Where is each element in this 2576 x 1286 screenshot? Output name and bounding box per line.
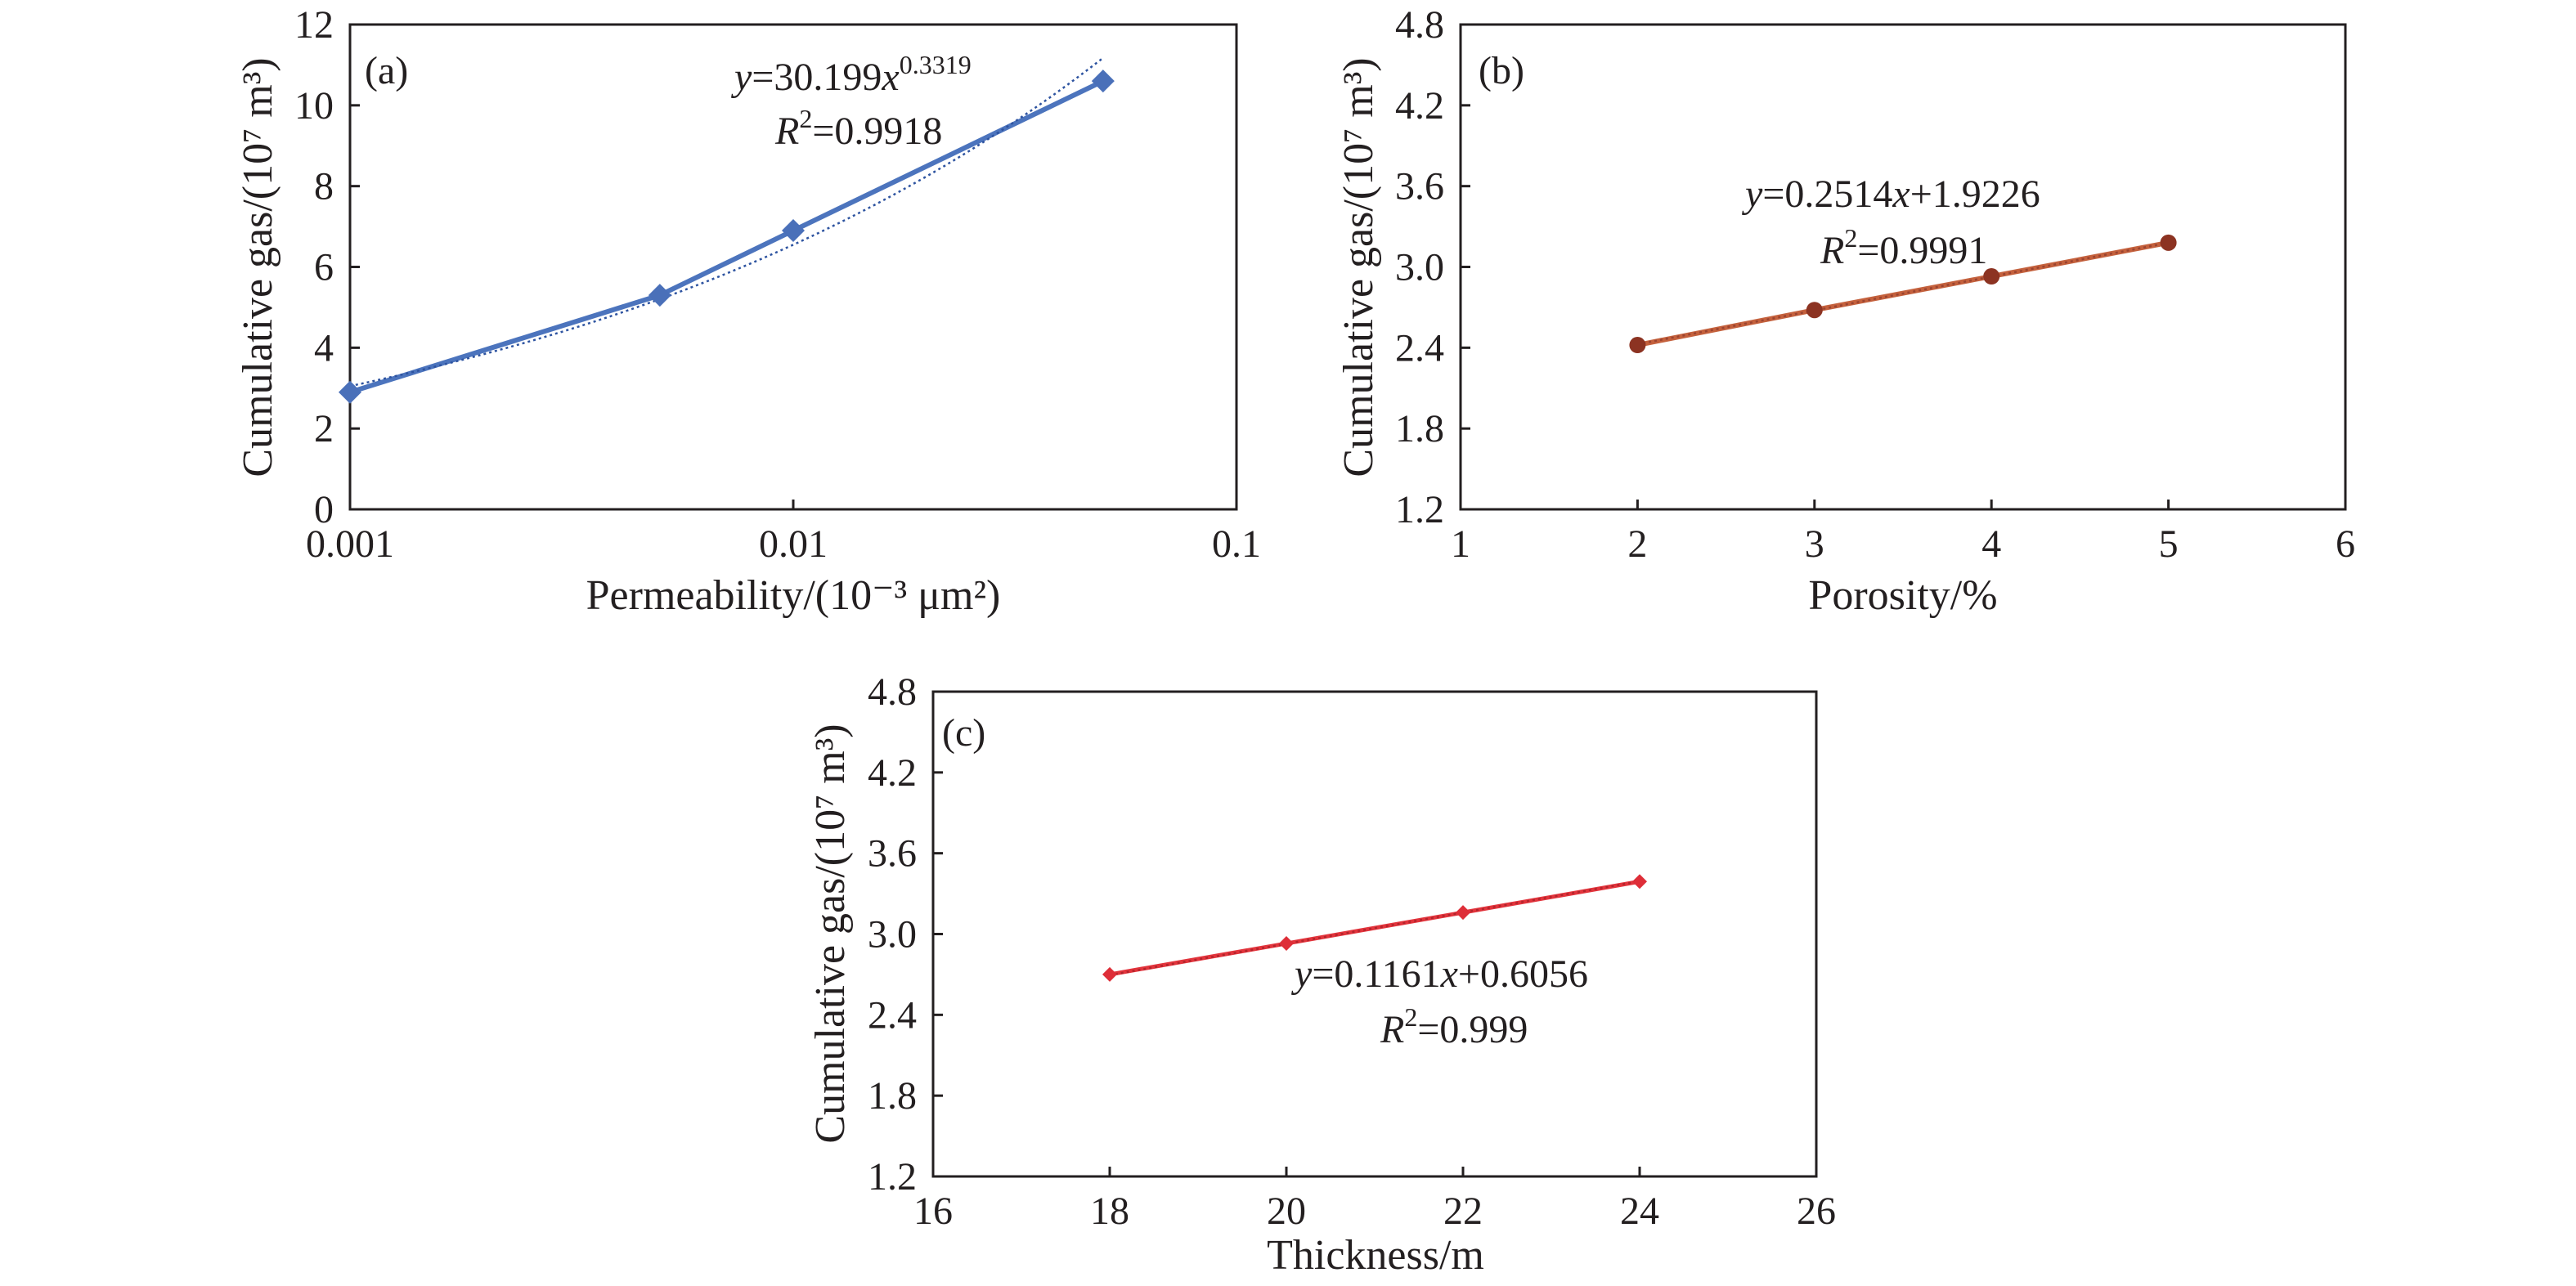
x-axis-title: Porosity/% bbox=[1808, 572, 1997, 619]
panel-label: (a) bbox=[365, 49, 408, 92]
equation-x-symbol: x bbox=[1440, 952, 1458, 996]
equation-x-symbol: x bbox=[1892, 173, 1910, 216]
equation-y-symbol: y bbox=[730, 56, 752, 99]
x-tick-label: 4 bbox=[1981, 522, 2001, 566]
equation-exponent: 0.3319 bbox=[900, 50, 972, 79]
data-point bbox=[782, 219, 805, 243]
equation-coefficient: =0.1161 bbox=[1312, 952, 1440, 996]
x-tick-label: 0.01 bbox=[759, 522, 828, 566]
y-tick-label: 1.8 bbox=[1395, 407, 1444, 450]
r-superscript: 2 bbox=[1844, 223, 1857, 253]
y-tick-label: 1.8 bbox=[868, 1074, 917, 1118]
equation-coefficient: =0.2514 bbox=[1762, 173, 1892, 216]
data-point bbox=[2160, 234, 2177, 251]
r-symbol: R bbox=[1380, 1008, 1404, 1051]
y-tick-label: 8 bbox=[314, 165, 334, 208]
equation-intercept: +1.9226 bbox=[1910, 173, 2040, 216]
r-superscript: 2 bbox=[1404, 1002, 1417, 1032]
r-squared-label: R2=0.999 bbox=[1380, 1002, 1528, 1051]
data-point bbox=[1632, 874, 1647, 889]
panel-a-marks: 0.001 0.01 0.1 0 2 4 6 8 10 12 bbox=[294, 3, 1261, 566]
data-point bbox=[1806, 302, 1823, 319]
data-point bbox=[1091, 69, 1115, 93]
panel-c: 16 18 20 22 24 261.21.82.43.03.64.24.8 (c) y=… bbox=[807, 670, 1836, 1279]
fit-equation: y=0.1161x+0.6056 bbox=[1290, 952, 1588, 996]
y-tick-label: 4.8 bbox=[1395, 3, 1444, 47]
x-tick-label: 18 bbox=[1090, 1190, 1129, 1233]
panel-b-marks: 1 2 3 4 5 6 1.2 1.8 2.4 3.0 3.6 4.2 4.8 bbox=[1395, 3, 2355, 566]
y-axis-title: Cumulative gas/(10⁷ m³) bbox=[807, 724, 854, 1143]
equation-y-symbol: y bbox=[1741, 173, 1763, 216]
y-tick-label: 4.8 bbox=[868, 670, 917, 714]
x-tick-label: 5 bbox=[2159, 522, 2179, 566]
x-tick-label: 2 bbox=[1627, 522, 1647, 566]
fit-equation: y=30.199x0.3319 bbox=[730, 50, 972, 99]
x-tick-label: 16 bbox=[913, 1190, 953, 1233]
r-squared-value: =0.9991 bbox=[1857, 229, 1987, 272]
y-tick-label: 4.2 bbox=[1395, 84, 1444, 128]
r-squared-value: =0.9918 bbox=[812, 110, 942, 153]
r-symbol: R bbox=[774, 110, 799, 153]
y-tick-label: 2 bbox=[314, 407, 334, 450]
data-point bbox=[1629, 337, 1646, 354]
y-axis-title: Cumulative gas/(10⁷ m³) bbox=[1335, 57, 1382, 477]
data-point bbox=[648, 284, 671, 307]
data-point bbox=[1279, 936, 1294, 952]
panel-b: 1 2 3 4 5 6 1.2 1.8 2.4 3.0 3.6 4.2 4.8 (b) y=0.2514… bbox=[1335, 3, 2355, 619]
equation-coefficient: =30.199 bbox=[752, 56, 882, 99]
x-tick-label: 24 bbox=[1620, 1190, 1659, 1233]
y-tick-label: 0 bbox=[314, 488, 334, 531]
panel-c-marks: 16 18 20 22 24 26 1.2 1.8 2.4 3.0 3.6 4.2 4.8 bbox=[868, 670, 1836, 1233]
x-axis-title: Permeability/(10⁻³ μm²) bbox=[586, 572, 1001, 619]
fit-curve bbox=[349, 56, 1104, 388]
x-tick-label: 6 bbox=[2336, 522, 2355, 566]
y-tick-label: 4.2 bbox=[868, 751, 917, 795]
y-tick-label: 2.4 bbox=[1395, 326, 1444, 370]
y-axis-title: Cumulative gas/(10⁷ m³) bbox=[235, 57, 281, 477]
equation-y-symbol: y bbox=[1290, 952, 1313, 996]
data-point bbox=[1983, 268, 2000, 285]
data-point bbox=[1102, 966, 1117, 982]
x-tick-label: 0.001 bbox=[306, 522, 394, 566]
y-tick-label: 1.2 bbox=[1395, 488, 1444, 531]
y-tick-label: 2.4 bbox=[868, 993, 917, 1037]
x-tick-label: 0.1 bbox=[1212, 522, 1261, 566]
panel-label: (b) bbox=[1479, 49, 1524, 92]
fit-curve bbox=[1637, 241, 2169, 346]
y-tick-label: 4 bbox=[314, 326, 334, 370]
y-tick-label: 3.6 bbox=[868, 832, 917, 876]
data-point bbox=[339, 380, 361, 404]
x-tick-label: 20 bbox=[1267, 1190, 1306, 1233]
y-tick-label: 10 bbox=[294, 84, 334, 128]
r-squared-label: R2=0.9918 bbox=[774, 104, 942, 153]
r-symbol: R bbox=[1820, 229, 1844, 272]
fit-curve bbox=[1109, 880, 1640, 976]
r-squared-label: R2=0.9991 bbox=[1820, 223, 1987, 272]
y-tick-label: 6 bbox=[314, 246, 334, 289]
y-tick-label: 1.2 bbox=[868, 1155, 917, 1199]
panel-label: (c) bbox=[942, 711, 985, 755]
y-tick-label: 3.0 bbox=[1395, 246, 1444, 289]
y-tick-label: 12 bbox=[294, 3, 334, 47]
r-squared-value: =0.999 bbox=[1417, 1008, 1528, 1051]
equation-intercept: +0.6056 bbox=[1458, 952, 1588, 996]
data-point bbox=[1456, 905, 1470, 921]
series-line bbox=[348, 78, 1106, 395]
fit-equation: y=0.2514x+1.9226 bbox=[1741, 173, 2040, 216]
y-tick-label: 3.6 bbox=[1395, 165, 1444, 208]
x-tick-label: 26 bbox=[1797, 1190, 1836, 1233]
x-tick-label: 22 bbox=[1443, 1190, 1483, 1233]
equation-x-symbol: x bbox=[881, 56, 899, 99]
y-tick-label: 3.0 bbox=[868, 913, 917, 957]
r-superscript: 2 bbox=[799, 104, 812, 133]
x-tick-label: 1 bbox=[1451, 522, 1470, 566]
x-tick-label: 3 bbox=[1805, 522, 1824, 566]
panel-a: 0.001 0.01 0.1 0 2 4 6 8 10 12 (a) y=30.199x0.331… bbox=[235, 3, 1261, 619]
x-axis-title: Thickness/m bbox=[1267, 1232, 1484, 1279]
